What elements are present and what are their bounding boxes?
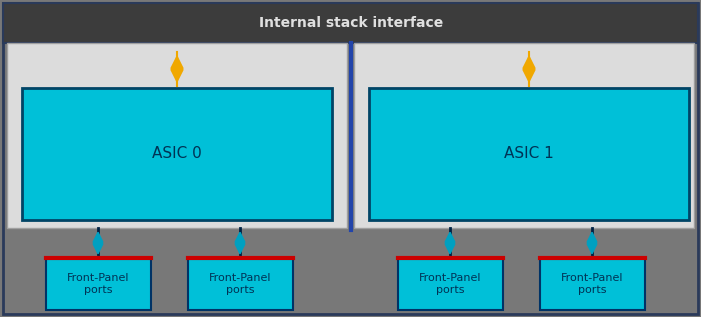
Text: Front-Panel
ports: Front-Panel ports — [67, 273, 129, 295]
Bar — [540, 258, 645, 310]
Bar — [398, 258, 503, 310]
Text: Internal stack interface: Internal stack interface — [259, 16, 443, 30]
Text: Front-Panel
ports: Front-Panel ports — [418, 273, 482, 295]
Bar — [22, 88, 332, 220]
Text: ASIC 1: ASIC 1 — [504, 146, 554, 161]
Bar — [354, 43, 694, 228]
Text: ASIC 0: ASIC 0 — [152, 146, 202, 161]
Bar — [369, 88, 689, 220]
Text: Front-Panel
ports: Front-Panel ports — [209, 273, 271, 295]
Text: Front-Panel
ports: Front-Panel ports — [561, 273, 623, 295]
Bar — [188, 258, 293, 310]
Bar — [3, 3, 698, 43]
Bar — [46, 258, 151, 310]
Bar — [7, 43, 347, 228]
